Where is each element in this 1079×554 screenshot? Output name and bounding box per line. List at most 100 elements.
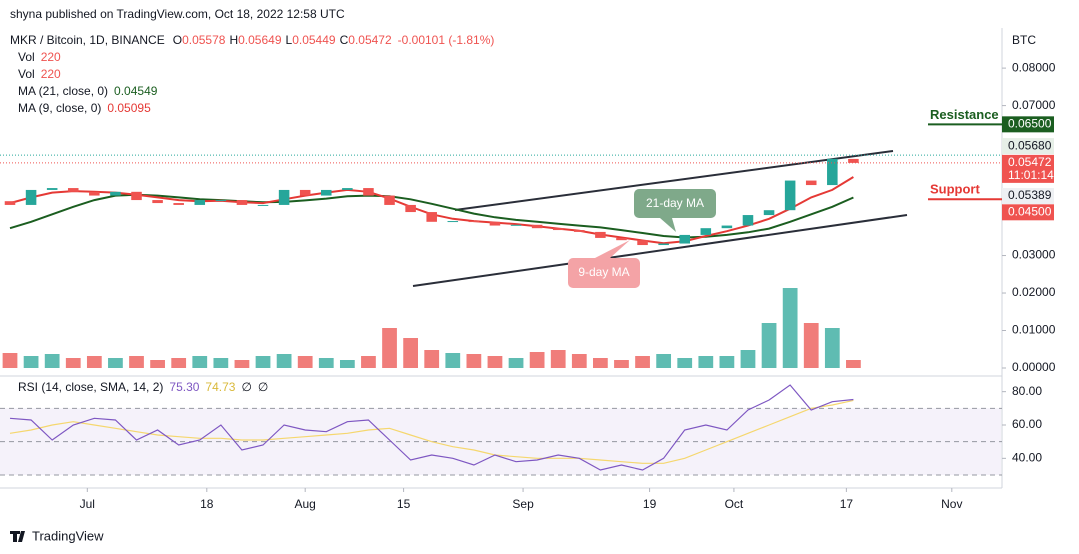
note-9: 9-day MA bbox=[568, 240, 640, 288]
candle bbox=[46, 188, 58, 190]
candle bbox=[152, 200, 163, 204]
rsi-tick-label: 40.00 bbox=[1012, 451, 1042, 465]
volume-bar bbox=[361, 356, 376, 368]
volume-bar bbox=[761, 323, 777, 368]
price-label: 0.05389 bbox=[1008, 188, 1052, 202]
volume-bar bbox=[318, 358, 334, 368]
candle bbox=[131, 191, 142, 201]
y-tick-label: 0.07000 bbox=[1012, 98, 1056, 112]
x-tick-label: Oct bbox=[725, 497, 744, 511]
y-tick-label: 0.02000 bbox=[1012, 285, 1056, 299]
resistance-text: Resistance bbox=[930, 107, 999, 122]
candle bbox=[700, 228, 712, 235]
volume-bar bbox=[255, 356, 271, 368]
volume-bar bbox=[234, 360, 250, 368]
candle bbox=[510, 224, 522, 226]
candle bbox=[194, 200, 206, 205]
candle bbox=[531, 224, 543, 229]
candle bbox=[426, 212, 437, 222]
note-text: 21-day MA bbox=[646, 196, 704, 210]
ma21-line bbox=[9, 193, 854, 239]
volume-bar bbox=[65, 358, 81, 368]
volume-bar bbox=[550, 350, 566, 368]
volume-bar bbox=[846, 360, 861, 368]
volume-bar bbox=[740, 350, 756, 368]
volume-bar bbox=[824, 328, 840, 368]
note-text: 9-day MA bbox=[578, 265, 629, 279]
price-label-box bbox=[1002, 138, 1054, 155]
candle bbox=[679, 234, 690, 244]
rsi-tick-label: 60.00 bbox=[1012, 417, 1042, 431]
x-tick-label: Sep bbox=[512, 497, 534, 511]
candle bbox=[342, 188, 353, 190]
candle bbox=[4, 201, 16, 205]
x-tick-label: Jul bbox=[80, 497, 95, 511]
legend-symbol: MKR / Bitcoin, 1D, BINANCE O0.05578 H0.056… bbox=[10, 33, 494, 47]
volume-bar bbox=[192, 356, 208, 368]
price-label-time: 11:01:14 bbox=[1008, 168, 1054, 182]
price-label-box bbox=[1002, 154, 1054, 183]
volume-bar bbox=[529, 352, 545, 368]
x-tick-label: 18 bbox=[200, 497, 214, 511]
x-tick-label: Nov bbox=[941, 497, 962, 511]
volume-bar bbox=[487, 356, 503, 368]
x-tick-label: 19 bbox=[643, 497, 657, 511]
price-label: 0.05472 bbox=[1008, 155, 1052, 169]
volume-bar bbox=[614, 360, 629, 368]
price-label: 0.06500 bbox=[1008, 117, 1052, 131]
volume-bar bbox=[150, 360, 165, 368]
candle bbox=[763, 210, 775, 216]
candle bbox=[574, 230, 585, 232]
candle bbox=[805, 180, 817, 186]
volume-bar bbox=[635, 356, 650, 368]
x-tick-label: 17 bbox=[840, 497, 854, 511]
candle bbox=[489, 221, 501, 226]
candle bbox=[405, 204, 416, 213]
rsi-tick-label: 80.00 bbox=[1012, 384, 1042, 398]
volume-bar bbox=[782, 288, 798, 368]
y-tick-label: 0.08000 bbox=[1012, 60, 1056, 74]
candle bbox=[25, 189, 37, 205]
candle bbox=[278, 189, 290, 205]
volume-bar bbox=[213, 358, 229, 368]
volume-bar bbox=[86, 356, 102, 368]
logo: TradingView bbox=[32, 528, 104, 543]
x-tick-label: 15 bbox=[397, 497, 411, 511]
y-tick-label: 0.03000 bbox=[1012, 248, 1056, 262]
price-label: 0.05680 bbox=[1008, 138, 1052, 152]
candle bbox=[321, 189, 332, 196]
candle bbox=[658, 243, 669, 246]
candle bbox=[848, 158, 859, 163]
price-label-box bbox=[1002, 116, 1054, 133]
volume-bar bbox=[698, 356, 714, 368]
price-label: 0.04500 bbox=[1008, 204, 1052, 218]
volume-bar bbox=[403, 338, 418, 368]
logo-icon bbox=[10, 531, 25, 542]
legend-rsi: RSI (14, close, SMA, 14, 2) 75.30 74.73 ∅ ∅ bbox=[18, 380, 268, 394]
candle bbox=[637, 240, 648, 246]
candle bbox=[827, 158, 838, 186]
candle bbox=[363, 188, 374, 196]
candle bbox=[784, 180, 796, 211]
legend-vol: Vol 220 bbox=[18, 50, 61, 64]
candle bbox=[67, 188, 79, 192]
volume-bar bbox=[108, 358, 123, 368]
candle bbox=[215, 200, 227, 202]
y-tick-label: 0.00000 bbox=[1012, 360, 1056, 374]
legend-vol: Vol 220 bbox=[18, 67, 61, 81]
volume-bar bbox=[803, 323, 819, 368]
volume-bar bbox=[593, 358, 608, 368]
candle bbox=[89, 191, 100, 196]
candle bbox=[742, 215, 754, 226]
volume-bar bbox=[2, 353, 18, 368]
candle bbox=[299, 189, 311, 196]
volume-bar bbox=[719, 356, 735, 368]
volume-bar bbox=[23, 356, 39, 368]
price-label-box bbox=[1002, 187, 1054, 204]
volume-bar bbox=[677, 358, 693, 368]
x-tick-label: Aug bbox=[295, 497, 316, 511]
volume-bar bbox=[445, 353, 461, 368]
price-label-box bbox=[1002, 204, 1054, 221]
